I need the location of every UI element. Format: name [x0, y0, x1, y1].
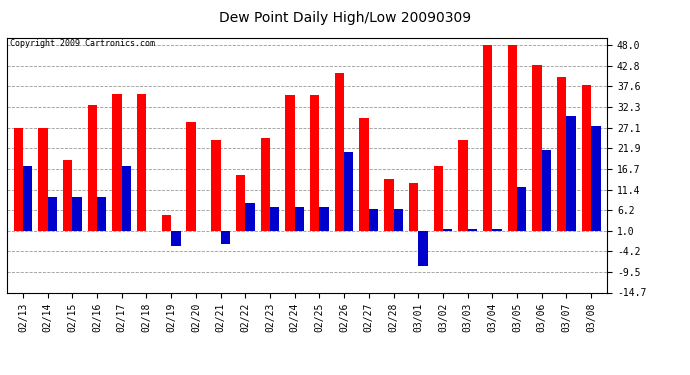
Bar [97, 197, 106, 231]
Bar [171, 231, 181, 246]
Bar [236, 176, 245, 231]
Bar [359, 118, 369, 231]
Bar [285, 94, 295, 231]
Bar [72, 197, 81, 231]
Bar [261, 138, 270, 231]
Bar [517, 187, 526, 231]
Bar [344, 152, 353, 231]
Bar [384, 179, 393, 231]
Bar [121, 166, 131, 231]
Bar [112, 94, 121, 231]
Bar [393, 209, 403, 231]
Text: Dew Point Daily High/Low 20090309: Dew Point Daily High/Low 20090309 [219, 11, 471, 25]
Bar [137, 94, 146, 231]
Bar [161, 215, 171, 231]
Bar [542, 150, 551, 231]
Bar [48, 197, 57, 231]
Bar [458, 140, 468, 231]
Bar [566, 116, 576, 231]
Bar [433, 166, 443, 231]
Bar [319, 207, 329, 231]
Bar [63, 160, 72, 231]
Bar [557, 77, 566, 231]
Bar [38, 128, 48, 231]
Bar [211, 140, 221, 231]
Bar [369, 209, 378, 231]
Bar [14, 128, 23, 231]
Bar [508, 45, 517, 231]
Bar [310, 94, 319, 231]
Bar [493, 229, 502, 231]
Bar [582, 85, 591, 231]
Bar [186, 122, 196, 231]
Bar [221, 231, 230, 244]
Bar [335, 73, 344, 231]
Bar [533, 65, 542, 231]
Bar [443, 229, 453, 231]
Bar [409, 183, 418, 231]
Bar [23, 166, 32, 231]
Bar [483, 45, 493, 231]
Bar [418, 231, 428, 266]
Text: Copyright 2009 Cartronics.com: Copyright 2009 Cartronics.com [10, 39, 155, 48]
Bar [270, 207, 279, 231]
Bar [468, 229, 477, 231]
Bar [88, 105, 97, 231]
Bar [295, 207, 304, 231]
Bar [245, 203, 255, 231]
Bar [591, 126, 600, 231]
